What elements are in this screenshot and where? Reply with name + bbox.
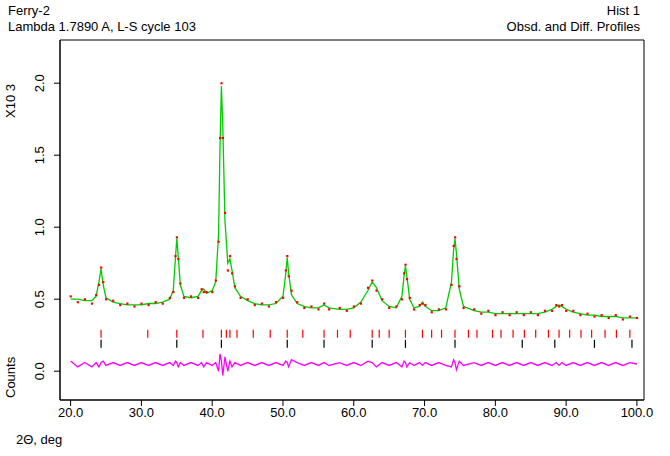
svg-text:70.0: 70.0 <box>412 405 437 420</box>
html-text:X10 3: X10 3 <box>3 84 18 118</box>
html-text:2Θ, deg: 2Θ, deg <box>16 432 63 447</box>
svg-text:90.0: 90.0 <box>553 405 578 420</box>
svg-text:30.0: 30.0 <box>129 405 154 420</box>
html-text:Ferry-2: Ferry-2 <box>8 3 50 18</box>
html-text:Hist 1: Hist 1 <box>606 3 640 18</box>
svg-text:80.0: 80.0 <box>483 405 508 420</box>
svg-text:60.0: 60.0 <box>341 405 366 420</box>
svg-text:50.0: 50.0 <box>270 405 295 420</box>
svg-text:20.0: 20.0 <box>58 405 83 420</box>
svg-text:1.5: 1.5 <box>32 146 47 164</box>
svg-text:2.0: 2.0 <box>32 74 47 92</box>
svg-text:100.0: 100.0 <box>621 405 654 420</box>
svg-text:0.0: 0.0 <box>32 362 47 380</box>
html-text:Lambda 1.7890 A, L-S cycle 103: Lambda 1.7890 A, L-S cycle 103 <box>8 19 196 34</box>
svg-text:1.0: 1.0 <box>32 218 47 236</box>
svg-text:40.0: 40.0 <box>200 405 225 420</box>
html-text:Counts: Counts <box>3 356 18 398</box>
svg-text:0.5: 0.5 <box>32 290 47 308</box>
html-text:Obsd. and Diff. Profiles: Obsd. and Diff. Profiles <box>506 19 640 34</box>
